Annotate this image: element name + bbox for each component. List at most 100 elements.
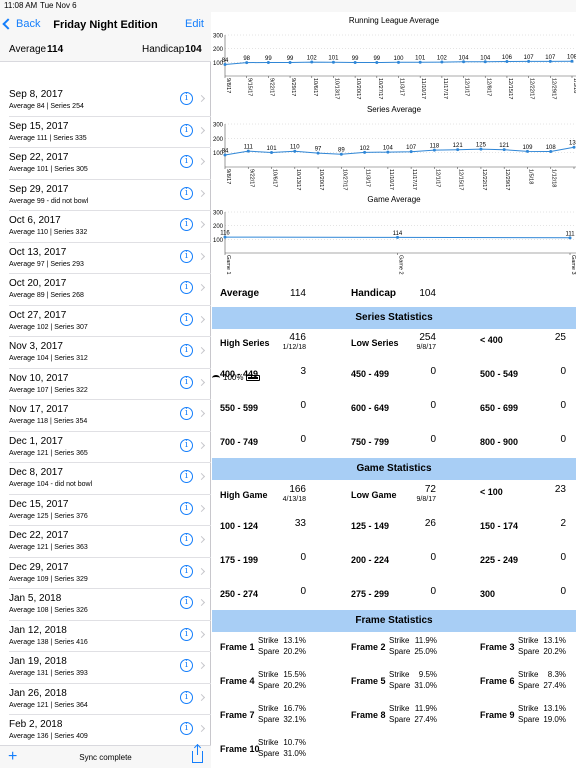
stat-label: Low Series: [351, 338, 399, 348]
share-icon[interactable]: [192, 745, 203, 763]
chevron-right-icon: [197, 346, 206, 355]
info-icon[interactable]: i: [180, 438, 193, 452]
week-row[interactable]: Jan 26, 2018 Average 121 | Series 364 i: [9, 684, 211, 715]
week-row[interactable]: Jan 12, 2018 Average 138 | Series 416 i: [9, 621, 211, 652]
info-icon[interactable]: i: [180, 533, 193, 546]
info-icon[interactable]: i: [180, 123, 193, 137]
week-row[interactable]: Sep 8, 2017 Average 84 | Series 254 i: [9, 85, 211, 117]
stat-label: 250 - 274: [220, 589, 259, 599]
info-icon[interactable]: i: [180, 659, 193, 672]
week-row[interactable]: Jan 5, 2018 Average 108 | Series 326 i: [9, 589, 211, 621]
info-icon[interactable]: i: [180, 596, 193, 609]
week-row[interactable]: Nov 10, 2017 Average 107 | Series 322 i: [9, 369, 211, 400]
data-point: [310, 60, 314, 64]
info-icon[interactable]: i: [180, 564, 193, 578]
stat-value: 0: [300, 434, 306, 445]
info-icon[interactable]: i: [180, 690, 193, 704]
stat-value: 166: [289, 484, 306, 495]
x-tick-label: 9/29/17: [290, 78, 296, 96]
edit-button[interactable]: Edit: [185, 18, 204, 30]
data-point: [316, 151, 320, 155]
data-label: 107: [545, 55, 556, 61]
data-label: 89: [338, 148, 345, 154]
info-icon[interactable]: i: [180, 344, 193, 357]
strike-label: Strike: [389, 704, 410, 713]
data-point: [525, 149, 529, 153]
strike-value: 16.7%: [283, 704, 306, 713]
week-row[interactable]: Dec 22, 2017 Average 121 | Series 363 i: [9, 526, 211, 558]
week-row[interactable]: Dec 8, 2017 Average 104 - did not bowl i: [9, 463, 211, 495]
weeks-panel: Back Friday Night Edition Edit Average 1…: [0, 12, 211, 768]
add-icon[interactable]: +: [8, 748, 18, 765]
info-icon[interactable]: i: [180, 375, 193, 389]
week-row[interactable]: Oct 13, 2017 Average 97 | Series 293 i: [9, 243, 211, 274]
data-point: [288, 60, 292, 64]
chevron-right-icon: [197, 598, 206, 607]
week-row[interactable]: Sep 22, 2017 Average 101 | Series 305 i: [9, 148, 211, 180]
week-row[interactable]: Nov 3, 2017 Average 104 | Series 312 i: [9, 337, 211, 369]
week-row[interactable]: Nov 17, 2017 Average 118 | Series 354 i: [9, 400, 211, 432]
info-icon[interactable]: i: [180, 281, 193, 294]
info-icon[interactable]: i: [180, 155, 193, 168]
info-icon[interactable]: i: [180, 186, 193, 200]
week-summary: Average 89 | Series 268: [9, 292, 84, 299]
data-label: 108: [567, 55, 576, 61]
y-tick-label: 100: [213, 151, 224, 157]
data-label: 84: [222, 148, 229, 154]
handicap-value: 104: [185, 44, 202, 55]
info-icon[interactable]: i: [180, 249, 193, 263]
strike-label: Strike: [518, 704, 539, 713]
week-row[interactable]: Jan 19, 2018 Average 131 | Series 393 i: [9, 652, 211, 684]
week-row[interactable]: Dec 29, 2017 Average 109 | Series 329 i: [9, 558, 211, 589]
x-tick-label: 10/13/17: [333, 78, 339, 99]
spare-value: 25.0%: [414, 647, 437, 656]
week-date: Jan 19, 2018: [9, 656, 67, 667]
data-label: 107: [524, 55, 535, 61]
stats-panel[interactable]: Running League Average 300 200 100 84 9/8/17…: [212, 12, 576, 768]
stat-value: 3: [300, 366, 306, 377]
data-label: 101: [328, 56, 339, 62]
stat-date: 4/13/18: [282, 496, 306, 503]
status-time: 11:08 AM: [4, 1, 38, 10]
info-icon[interactable]: i: [180, 722, 193, 735]
status-right: 100%: [212, 0, 576, 756]
bottom-toolbar: + Sync complete: [0, 745, 211, 768]
stat-value: 254: [419, 332, 436, 343]
stat-date: 9/8/17: [416, 496, 436, 503]
info-icon[interactable]: i: [180, 470, 193, 483]
frame-label: Frame 5: [351, 676, 386, 686]
frame-label: Frame 2: [351, 642, 386, 652]
week-row[interactable]: Oct 6, 2017 Average 110 | Series 332 i: [9, 211, 211, 243]
x-tick-label: 10/6/17: [272, 169, 278, 187]
chart-title-series: Series Average: [366, 105, 422, 114]
week-row[interactable]: Oct 27, 2017 Average 102 | Series 307 i: [9, 306, 211, 337]
back-button[interactable]: Back: [2, 18, 40, 30]
info-icon[interactable]: i: [180, 312, 193, 326]
x-tick-label: 12/29/17: [504, 169, 510, 190]
info-icon[interactable]: i: [180, 501, 193, 515]
info-icon[interactable]: i: [180, 92, 193, 105]
x-tick-label: 11/10/17: [388, 169, 394, 190]
weeks-list[interactable]: Sep 8, 2017 Average 84 | Series 254 i Sep 1…: [0, 62, 211, 745]
week-summary: Average 131 | Series 393: [9, 670, 88, 677]
week-row[interactable]: Dec 1, 2017 Average 121 | Series 365 i: [9, 432, 211, 463]
chevron-right-icon: [197, 441, 206, 449]
x-tick-label: 11/17/17: [411, 169, 417, 190]
x-tick-label: 1/5/18: [572, 78, 576, 93]
chevron-right-icon: [197, 661, 206, 670]
x-tick-label: 12/15/17: [507, 78, 513, 99]
week-row[interactable]: Dec 15, 2017 Average 125 | Series 376 i: [9, 495, 211, 526]
data-label: 118: [430, 144, 440, 150]
data-point: [570, 59, 574, 63]
info-icon[interactable]: i: [180, 218, 193, 231]
week-row[interactable]: Feb 2, 2018 Average 136 | Series 409 i: [9, 715, 211, 745]
info-icon[interactable]: i: [180, 627, 193, 641]
data-point: [386, 150, 390, 154]
stat-value: 72: [424, 484, 436, 495]
week-row[interactable]: Sep 29, 2017 Average 99 - did not bowl i: [9, 180, 211, 211]
stat-label: 275 - 299: [351, 589, 390, 599]
week-row[interactable]: Sep 15, 2017 Average 111 | Series 335 i: [9, 117, 211, 148]
week-row[interactable]: Oct 20, 2017 Average 89 | Series 268 i: [9, 274, 211, 306]
info-icon[interactable]: i: [180, 407, 193, 420]
strike-value: 11.9%: [414, 636, 437, 645]
